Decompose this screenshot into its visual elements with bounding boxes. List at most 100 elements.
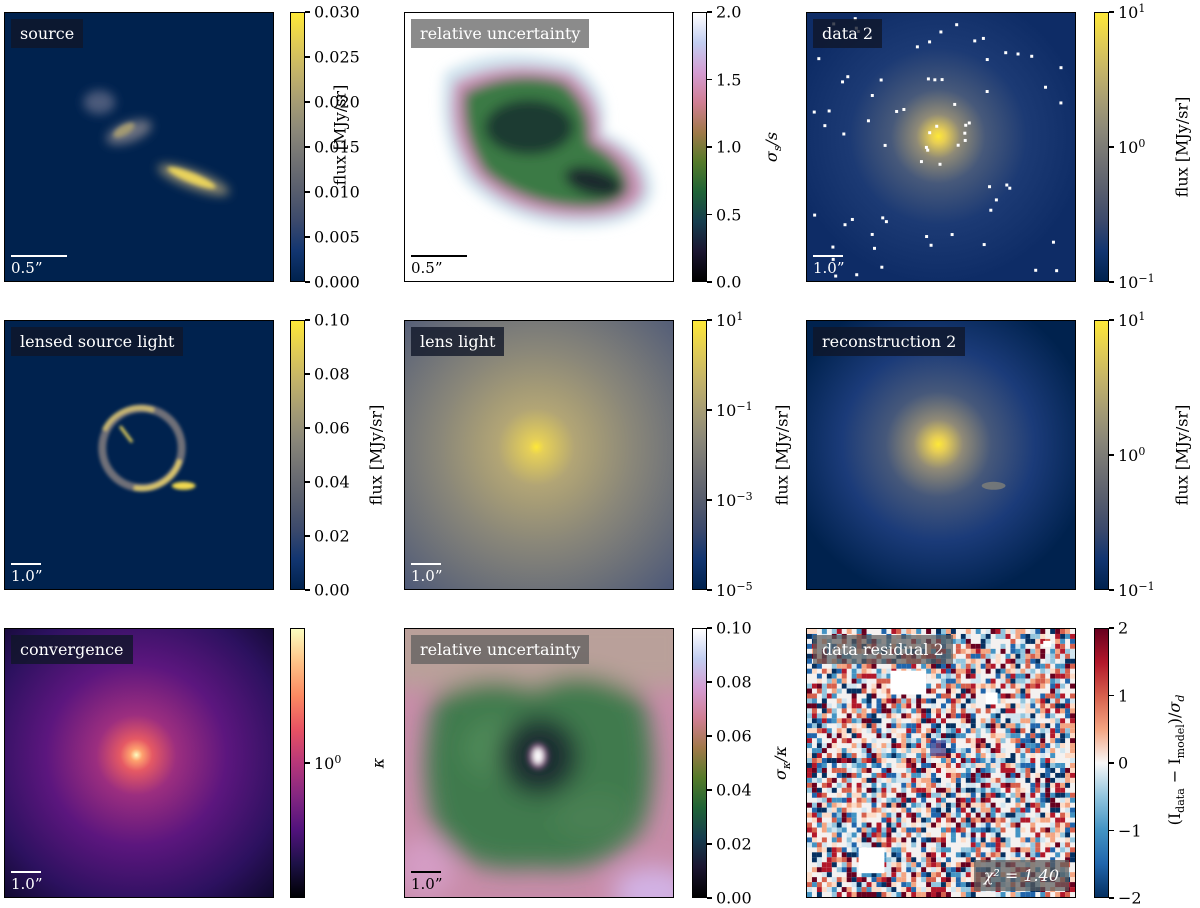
colorbar-tick-mark [707, 735, 712, 737]
colorbar-data-residual-2 [1094, 628, 1109, 898]
colorbar-tick-label: 100 [1118, 444, 1146, 466]
colorbar-tick-label: 1.5 [716, 70, 742, 89]
colorbar-tick-mark [707, 319, 712, 321]
colorbar-reconstruction-2 [1094, 320, 1109, 590]
colorbar-tick-mark [707, 843, 712, 845]
colorbar-tick-mark [305, 11, 310, 13]
panel-convergence: convergence 1.0” [4, 628, 274, 898]
einstein-ring [98, 404, 196, 492]
colorbar-convergence [290, 628, 305, 898]
panel-title: lensed source light [11, 327, 184, 356]
colorbar-label-lensed-source-light: flux [MJy/sr] [366, 404, 386, 506]
colorbar-tick-mark [305, 319, 310, 321]
scale-bar-label: 1.0” [11, 875, 43, 893]
colorbar-tick-mark [1109, 829, 1114, 832]
colorbar-tick-mark [1109, 281, 1114, 283]
colorbar-tick-label: 0.005 [314, 227, 360, 247]
chi-squared-annotation: χ² = 1.40 [973, 860, 1069, 891]
colorbar-tick-mark [305, 373, 310, 375]
colorbar-tick-mark [305, 427, 310, 429]
lens-light-image [405, 321, 673, 589]
residual-image [807, 629, 1075, 897]
colorbar-tick-label: 0.000 [314, 272, 360, 292]
colorbar-lens-light [692, 320, 707, 590]
colorbar-tick-mark [707, 213, 712, 216]
panel-title: relative uncertainty [411, 635, 590, 664]
colorbar-tick-mark [305, 146, 310, 148]
colorbar-tick-mark [707, 589, 712, 591]
convergence-image [5, 629, 273, 897]
colorbar-tick-label: 0.06 [716, 726, 752, 746]
colorbar-tick-mark [1109, 454, 1114, 456]
panel-relative-uncertainty-kappa: relative uncertainty 1.0” [404, 628, 674, 898]
colorbar-tick-mark [707, 11, 712, 13]
colorbar-tick-label: 0.030 [314, 2, 360, 22]
colorbar-tick-mark [707, 627, 712, 629]
colorbar-tick-mark [1109, 589, 1114, 591]
scale-bar-label: 0.5” [411, 259, 443, 277]
colorbar-tick-label: 100 [1118, 136, 1146, 158]
colorbar-tick-mark [1109, 694, 1114, 697]
colorbar-tick-label: 101 [1118, 309, 1146, 331]
panel-title: convergence [11, 635, 133, 664]
scale-bar-label: 0.5” [11, 259, 43, 277]
scale-bar-label: 1.0” [813, 259, 845, 277]
panel-lensed-source-light: lensed source light 1.0” [4, 320, 274, 590]
colorbar-data-2 [1094, 12, 1109, 282]
colorbar-tick-mark [305, 101, 310, 103]
panel-source: source 0.5” [4, 12, 274, 282]
kappa-uncertainty-image [405, 629, 673, 897]
panel-reconstruction-2: reconstruction 2 [806, 320, 1076, 590]
scale-bar: 1.0” [11, 871, 43, 893]
colorbar-tick-label: 0.06 [314, 418, 350, 438]
colorbar-tick-mark [1109, 627, 1114, 629]
uncertainty-map [405, 629, 673, 897]
colorbar-label-relative-uncertainty-source: σs/s [761, 131, 785, 163]
colorbar-tick-mark [305, 762, 310, 764]
colorbar-tick-mark [305, 589, 310, 591]
scale-bar-label: 1.0” [411, 567, 443, 585]
colorbar-tick-label: 0.02 [314, 526, 350, 546]
colorbar-tick-label: 0.0 [716, 272, 742, 292]
colorbar-relative-uncertainty-source [692, 12, 707, 282]
colorbar-label-data-residual-2: (Idata − Imodel)/σd [1164, 694, 1188, 826]
source-image [5, 13, 273, 281]
colorbar-tick-label: 0.10 [716, 618, 752, 638]
panel-title: source [11, 19, 84, 48]
colorbar-tick-label: 10−1 [716, 399, 753, 421]
colorbar-tick-mark [707, 146, 712, 148]
colorbar-tick-mark [1109, 319, 1114, 321]
colorbar-tick-label: 10−3 [716, 489, 753, 511]
colorbar-tick-mark [1109, 897, 1114, 899]
colorbar-tick-label: 2 [1118, 618, 1129, 638]
colorbar-tick-label: 0.08 [314, 364, 350, 384]
colorbar-tick-mark [1109, 11, 1114, 13]
colorbar-tick-label: 0.04 [314, 472, 350, 492]
colorbar-tick-mark [707, 281, 712, 283]
scale-bar: 0.5” [411, 255, 467, 277]
colorbar-tick-label: 10−1 [1118, 579, 1155, 601]
colorbar-tick-label: 101 [716, 309, 744, 331]
source-uncertainty-image [405, 13, 673, 281]
colorbar-label-lens-light: flux [MJy/sr] [772, 404, 792, 506]
scale-bar: 1.0” [411, 871, 443, 893]
panel-title: relative uncertainty [411, 19, 590, 48]
colorbar-tick-label: 0.015 [314, 137, 360, 157]
colorbar-tick-label: −2 [1118, 888, 1142, 908]
colorbar-tick-label: 0.00 [314, 580, 350, 600]
colorbar-tick-label: 0.5 [716, 205, 742, 224]
colorbar-label-relative-uncertainty-kappa: σκ/κ [770, 745, 794, 781]
masked-pixels [812, 17, 1063, 278]
scale-bar-label: 1.0” [411, 875, 443, 893]
colorbar-tick-label: 0.025 [314, 47, 360, 67]
data-2-image [807, 13, 1075, 281]
panel-title: data residual 2 [813, 635, 953, 664]
scale-bar: 1.0” [411, 563, 443, 585]
colorbar-lensed-source-light [290, 320, 305, 590]
colorbar-tick-label: 1.0 [716, 137, 742, 157]
colorbar-tick-label: 0.08 [716, 672, 752, 692]
colorbar-tick-label: 101 [1118, 1, 1146, 23]
panel-data-2: data 2 1.0” [806, 12, 1076, 282]
colorbar-tick-mark [1109, 762, 1114, 764]
colorbar-tick-label: 0.020 [314, 92, 360, 112]
